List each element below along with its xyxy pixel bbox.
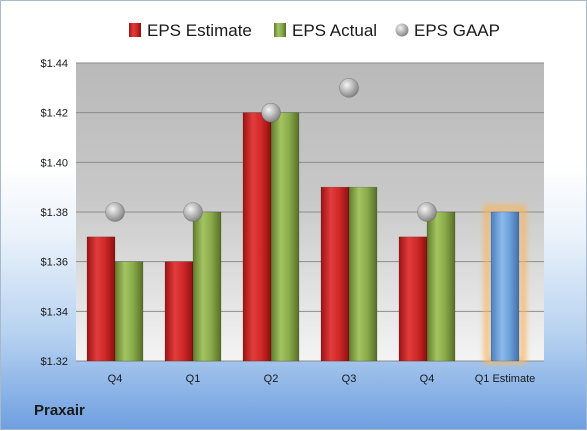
eps-estimate-bar: [164, 261, 194, 362]
company-name: Praxair: [34, 402, 85, 419]
eps-estimate-bar: [86, 236, 116, 362]
y-tick-label: $1.42: [40, 108, 68, 120]
eps-estimate-bar: [398, 236, 428, 362]
eps-actual-bar: [270, 112, 300, 362]
eps-estimate-bar: [320, 186, 350, 362]
legend-swatch: [129, 23, 141, 37]
legend-eps-actual: EPS Actual: [274, 21, 377, 40]
eps-estimate-bar-next: [490, 211, 520, 362]
y-tick-label: $1.34: [40, 306, 68, 318]
y-tick-label: $1.32: [40, 356, 68, 368]
y-tick-label: $1.38: [40, 207, 68, 219]
eps-actual-bar: [348, 186, 378, 362]
eps-gaap-marker: [183, 202, 203, 222]
legend-label: EPS Estimate: [147, 21, 252, 40]
legend-swatch: [274, 23, 286, 37]
legend-eps-estimate: EPS Estimate: [129, 21, 252, 40]
x-tick-label: Q3: [342, 373, 357, 385]
x-tick-label: Q1: [186, 373, 201, 385]
eps-gaap-marker: [339, 78, 359, 98]
eps-actual-bar: [114, 261, 144, 362]
y-tick-label: $1.40: [40, 157, 68, 169]
eps-actual-bar: [426, 211, 456, 362]
x-tick-label: Q2: [264, 373, 279, 385]
x-axis-ticks: Q4 Q1 Q2 Q3 Q4 Q1 Estimate: [108, 373, 536, 385]
y-axis-ticks: $1.32 $1.34 $1.36 $1.38 $1.40 $1.42 $1.44: [40, 58, 68, 368]
legend-label: EPS Actual: [292, 21, 377, 40]
eps-estimate-bar: [242, 112, 272, 362]
bars: [86, 112, 526, 364]
y-tick-label: $1.44: [40, 58, 68, 70]
gaap-markers: [105, 78, 437, 222]
legend: EPS Estimate EPS Actual EPS GAAP: [129, 21, 500, 40]
y-tick-label: $1.36: [40, 257, 68, 269]
x-tick-label: Q1 Estimate: [475, 373, 536, 385]
eps-gaap-marker: [417, 202, 437, 222]
x-tick-label: Q4: [420, 373, 435, 385]
legend-eps-gaap: EPS GAAP: [395, 21, 500, 40]
eps-actual-bar: [192, 211, 222, 362]
gridlines: [76, 62, 544, 362]
legend-swatch: [395, 23, 409, 37]
legend-label: EPS GAAP: [414, 21, 500, 40]
eps-gaap-marker: [261, 102, 281, 123]
x-tick-label: Q4: [108, 373, 123, 385]
eps-gaap-marker: [105, 202, 125, 222]
